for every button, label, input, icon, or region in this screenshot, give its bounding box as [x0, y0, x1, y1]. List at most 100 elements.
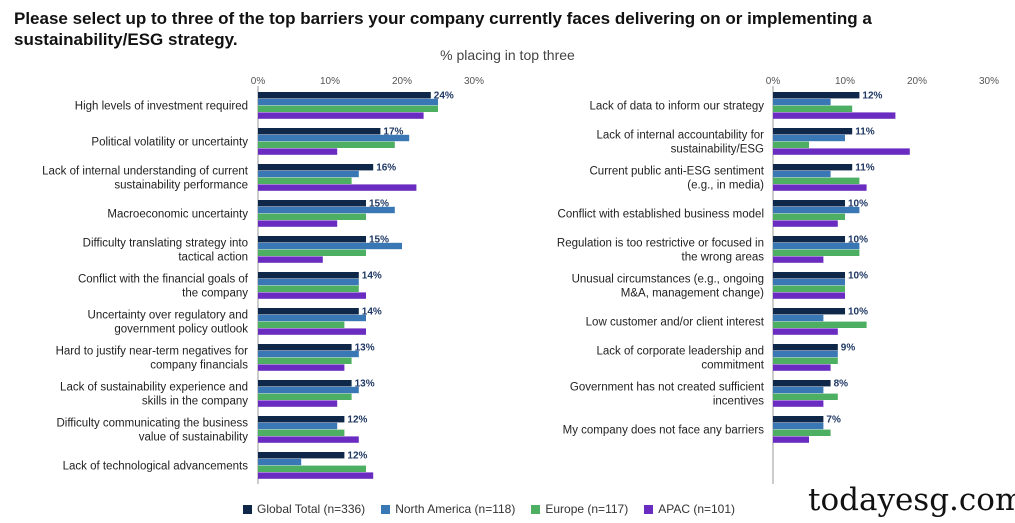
left-category-label: Lack of sustainability experience and — [60, 382, 248, 394]
right-category-label: Lack of internal accountability for — [597, 130, 765, 142]
right-category-label: Lack of corporate leadership and — [597, 346, 765, 358]
left-bar-north_america — [258, 242, 402, 250]
right-bar-north_america — [773, 170, 831, 178]
right-bar-europe — [773, 213, 845, 220]
legend-swatch-europe — [531, 504, 541, 514]
right-bar-north_america — [773, 314, 824, 322]
left-data-label: 17% — [383, 126, 403, 137]
right-bar-apac — [773, 112, 896, 119]
right-bar-apac — [773, 328, 838, 335]
left-bar-apac — [258, 400, 338, 407]
left-bar-europe — [258, 213, 366, 220]
left-bar-global — [258, 200, 366, 207]
left-x-tick-label: 20% — [392, 76, 412, 87]
right-bar-europe — [773, 321, 867, 328]
left-category-label: government policy outlook — [114, 324, 248, 336]
left-category-label: Difficulty translating strategy into — [83, 238, 248, 250]
right-bar-north_america — [773, 242, 860, 250]
legend-label-europe: Europe (n=117) — [545, 502, 629, 516]
right-bar-europe — [773, 429, 831, 436]
right-bar-global — [773, 128, 853, 135]
right-bar-global — [773, 272, 845, 279]
right-category-label: (e.g., in media) — [687, 180, 764, 192]
left-bar-apac — [258, 436, 359, 443]
right-bar-global — [773, 92, 860, 99]
chart-subtitle: % placing in top three — [440, 47, 575, 63]
right-data-label: 12% — [862, 90, 882, 101]
right-category-label: Current public anti-ESG sentiment — [590, 166, 765, 178]
legend-item-global: Global Total (n=336) — [243, 502, 365, 516]
left-category-label: High levels of investment required — [75, 101, 248, 113]
right-category-label: My company does not face any barriers — [563, 425, 765, 437]
left-data-label: 12% — [347, 414, 367, 425]
left-category-label: Lack of technological advancements — [63, 461, 249, 473]
right-x-tick-label: 30% — [979, 76, 999, 87]
right-bar-global — [773, 308, 845, 315]
left-data-label: 15% — [369, 234, 389, 245]
left-bar-global — [258, 416, 345, 423]
right-data-label: 10% — [848, 234, 868, 245]
left-data-label: 12% — [347, 450, 367, 461]
right-category-label: Unusual circumstances (e.g., ongoing — [572, 274, 764, 286]
left-bar-north_america — [258, 170, 359, 178]
chart-title: Please select up to three of the top bar… — [14, 9, 872, 49]
right-data-label: 10% — [848, 270, 868, 281]
legend: Global Total (n=336) North America (n=11… — [243, 502, 735, 516]
left-bar-europe — [258, 321, 345, 328]
left-category-label: Uncertainty over regulatory and — [88, 310, 248, 322]
left-bar-europe — [258, 393, 352, 400]
legend-label-north-america: North America (n=118) — [395, 502, 516, 516]
right-category-label: Government has not created sufficient — [570, 382, 765, 394]
left-category-label: skills in the company — [142, 396, 248, 408]
right-x-tick-label: 0% — [766, 76, 781, 87]
left-bar-global — [258, 344, 352, 351]
left-data-label: 14% — [362, 306, 382, 317]
left-bar-europe — [258, 141, 395, 148]
left-category-label: Macroeconomic uncertainty — [107, 209, 248, 221]
left-category-label: the company — [182, 288, 248, 300]
left-category-label: Lack of internal understanding of curren… — [42, 166, 249, 178]
left-bar-global — [258, 380, 352, 387]
legend-item-europe: Europe (n=117) — [531, 502, 628, 516]
legend-swatch-north-america — [381, 504, 391, 514]
right-category-label: M&A, management change) — [621, 288, 764, 300]
right-category-label: sustainability/ESG — [671, 144, 764, 156]
left-bar-apac — [258, 184, 417, 191]
left-bar-global — [258, 128, 381, 135]
left-bar-apac — [258, 292, 366, 299]
right-bar-apac — [773, 400, 824, 407]
right-x-tick-label: 20% — [907, 76, 927, 87]
left-category-label: sustainability performance — [114, 180, 248, 192]
watermark: todayesg.com — [808, 482, 1015, 518]
left-x-tick-label: 0% — [251, 76, 266, 87]
left-data-label: 24% — [434, 90, 454, 101]
right-bar-apac — [773, 184, 867, 191]
right-category-label: Regulation is too restrictive or focused… — [557, 238, 764, 250]
right-x-tick-label: 10% — [835, 76, 855, 87]
left-data-label: 14% — [362, 270, 382, 281]
left-bar-global — [258, 236, 366, 243]
right-bar-europe — [773, 105, 853, 112]
right-bar-europe — [773, 177, 860, 184]
left-bar-north_america — [258, 422, 338, 430]
left-category-label: company financials — [150, 360, 248, 372]
left-bar-apac — [258, 112, 424, 119]
left-bar-europe — [258, 429, 345, 436]
left-bar-apac — [258, 148, 338, 155]
left-category-label: tactical action — [178, 252, 248, 264]
left-bar-europe — [258, 105, 438, 112]
left-bar-europe — [258, 285, 359, 292]
left-bar-global — [258, 452, 345, 459]
left-category-label: Conflict with the financial goals of — [78, 274, 249, 286]
right-data-label: 10% — [848, 306, 868, 317]
left-bar-north_america — [258, 458, 302, 466]
right-bar-global — [773, 344, 838, 351]
right-bar-global — [773, 416, 824, 423]
legend-item-apac: APAC (n=101) — [644, 502, 735, 516]
right-bar-north_america — [773, 98, 831, 106]
right-data-label: 8% — [834, 378, 849, 389]
left-bar-global — [258, 308, 359, 315]
left-bar-apac — [258, 220, 338, 227]
left-bar-global — [258, 272, 359, 279]
